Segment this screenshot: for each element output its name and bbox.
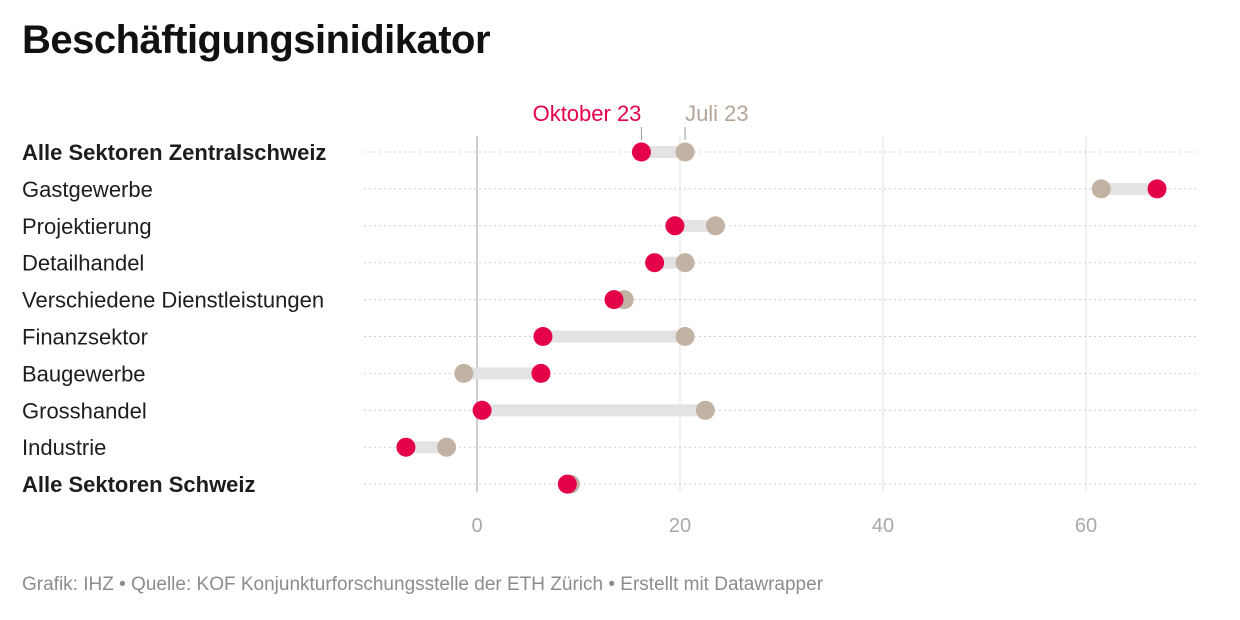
dot-juli-23 [675,253,695,273]
legend-layer: Oktober 23 Juli 23 [533,101,749,140]
category-label: Gastgewerbe [22,177,153,202]
range-connector [405,441,447,454]
dot-oktober-23 [531,363,551,383]
source-footer: Grafik: IHZ • Quelle: KOF Konjunkturfors… [22,574,824,595]
category-label: Detailhandel [22,251,144,276]
x-tick-label: 60 [1075,515,1097,537]
dot-juli-23 [675,327,695,346]
x-tick-label: 20 [669,515,691,537]
range-connector [482,404,706,417]
dot-juli-23 [695,400,715,420]
range-connector [674,219,716,232]
label-layer: Alle Sektoren Zentralschweiz Gastgewerbe P… [22,140,326,497]
category-label: Alle Sektoren Zentralschweiz [22,140,326,165]
range-connector [641,146,686,158]
dot-oktober-23 [645,253,665,273]
category-label: Grosshandel [22,398,147,423]
range-connector [542,330,686,343]
dot-juli-23 [454,363,474,383]
x-tick-label: 40 [872,515,894,537]
category-label: Projektierung [22,214,152,239]
dot-oktober-23 [631,142,651,162]
grid-layer [476,136,1087,492]
category-label: Alle Sektoren Schweiz [22,472,256,497]
row-layer [364,151,1198,485]
dot-layer [396,142,1167,494]
x-tick-label: 0 [471,515,482,537]
range-connector [463,367,541,380]
connector-layer [405,146,1158,491]
category-label: Industrie [22,435,106,460]
category-label: Verschiedene Dienstleistungen [22,288,324,313]
category-label: Finanzsektor [22,325,148,350]
chart-title: Beschäftigungsinidikator [22,18,491,62]
chart-svg: Alle Sektoren Zentralschweiz Gastgewerbe P… [22,101,1198,537]
dot-juli-23 [437,437,457,457]
dot-juli-23 [706,216,726,236]
dot-oktober-23 [604,290,624,310]
dot-oktober-23 [533,327,553,346]
dot-juli-23 [675,142,695,162]
dot-oktober-23 [557,474,577,494]
dot-oktober-23 [472,400,492,420]
legend-oktober-23: Oktober 23 [533,101,642,126]
legend-juli-23: Juli 23 [685,101,749,126]
tick-layer: 0 20 40 60 [471,515,1097,537]
dot-juli-23 [1091,179,1111,199]
category-label: Baugewerbe [22,361,146,386]
dot-oktober-23 [396,437,416,457]
dot-oktober-23 [665,216,685,236]
range-connector [1101,182,1158,195]
dot-oktober-23 [1147,179,1167,199]
